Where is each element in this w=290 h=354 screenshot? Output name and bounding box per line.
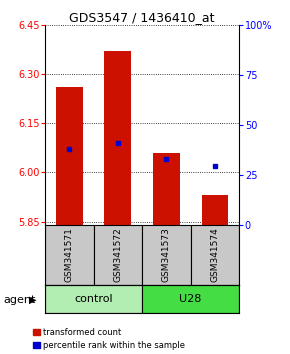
Bar xyxy=(142,285,239,313)
Text: control: control xyxy=(74,294,113,304)
Text: ▶: ▶ xyxy=(29,295,37,305)
Bar xyxy=(45,285,142,313)
Bar xyxy=(191,225,239,285)
Bar xyxy=(104,51,131,225)
Bar xyxy=(153,153,180,225)
Text: agent: agent xyxy=(3,295,35,305)
Title: GDS3547 / 1436410_at: GDS3547 / 1436410_at xyxy=(69,11,215,24)
Text: GSM341573: GSM341573 xyxy=(162,227,171,282)
Text: GSM341572: GSM341572 xyxy=(113,228,122,282)
Text: GSM341571: GSM341571 xyxy=(65,227,74,282)
Bar xyxy=(56,87,83,225)
Bar xyxy=(142,225,191,285)
Bar xyxy=(93,225,142,285)
Legend: transformed count, percentile rank within the sample: transformed count, percentile rank withi… xyxy=(33,328,185,350)
Text: U28: U28 xyxy=(180,294,202,304)
Text: GSM341574: GSM341574 xyxy=(211,228,220,282)
Bar xyxy=(45,225,93,285)
Bar xyxy=(202,195,228,225)
